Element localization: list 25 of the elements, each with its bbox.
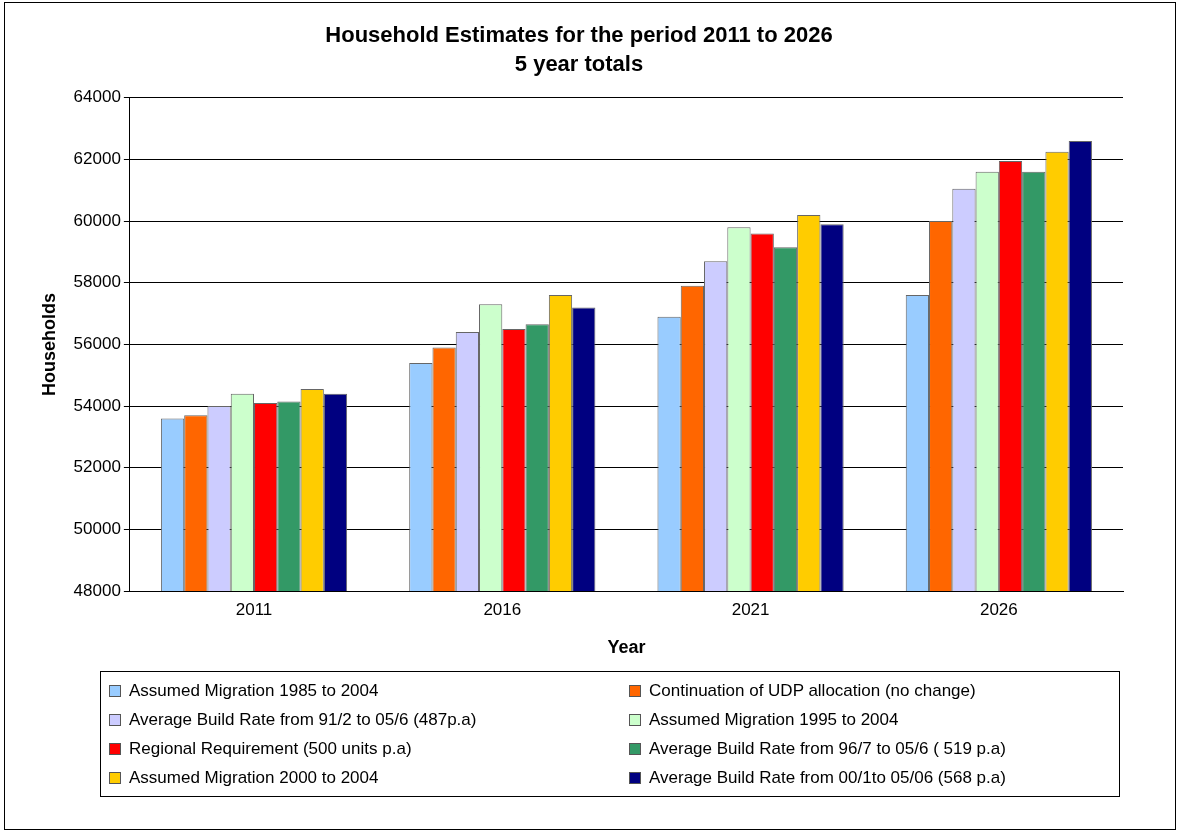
chart-title: Household Estimates for the period 2011 to 2026 <box>325 22 833 48</box>
x-tick-label: 2011 <box>235 599 273 619</box>
legend-label: Regional Requirement (500 units p.a) <box>129 738 412 759</box>
legend-label: Average Build Rate from 96/7 to 05/6 ( 519 p.a) <box>649 738 1006 759</box>
y-tick-label: 58000 <box>73 272 121 292</box>
y-tick-label: 52000 <box>73 457 121 477</box>
legend-label: Average Build Rate from 00/1to 05/06 (568 p.a) <box>649 767 1006 788</box>
x-tick-label: 2021 <box>731 599 770 619</box>
y-axis-title: Households <box>38 292 59 396</box>
y-tick-label: 50000 <box>73 519 121 539</box>
y-tick-label: 56000 <box>73 334 121 354</box>
y-tick-label: 64000 <box>73 87 121 107</box>
legend-label: Assumed Migration 1995 to 2004 <box>649 709 899 730</box>
x-axis-title: Year <box>607 637 646 658</box>
y-tick-label: 60000 <box>73 210 121 230</box>
x-tick-label: 2016 <box>483 599 522 619</box>
legend-label: Average Build Rate from 91/2 to 05/6 (487p.a) <box>129 709 477 730</box>
y-tick-label: 62000 <box>73 149 121 169</box>
y-tick-label: 48000 <box>73 580 121 600</box>
legend-label: Assumed Migration 1985 to 2004 <box>129 680 379 701</box>
y-tick-label: 54000 <box>73 395 121 415</box>
legend-label: Continuation of UDP allocation (no change) <box>649 680 976 701</box>
chart-subtitle: 5 year totals <box>514 50 644 76</box>
legend-label: Assumed Migration 2000 to 2004 <box>129 767 379 788</box>
x-tick-label: 2026 <box>979 599 1018 619</box>
